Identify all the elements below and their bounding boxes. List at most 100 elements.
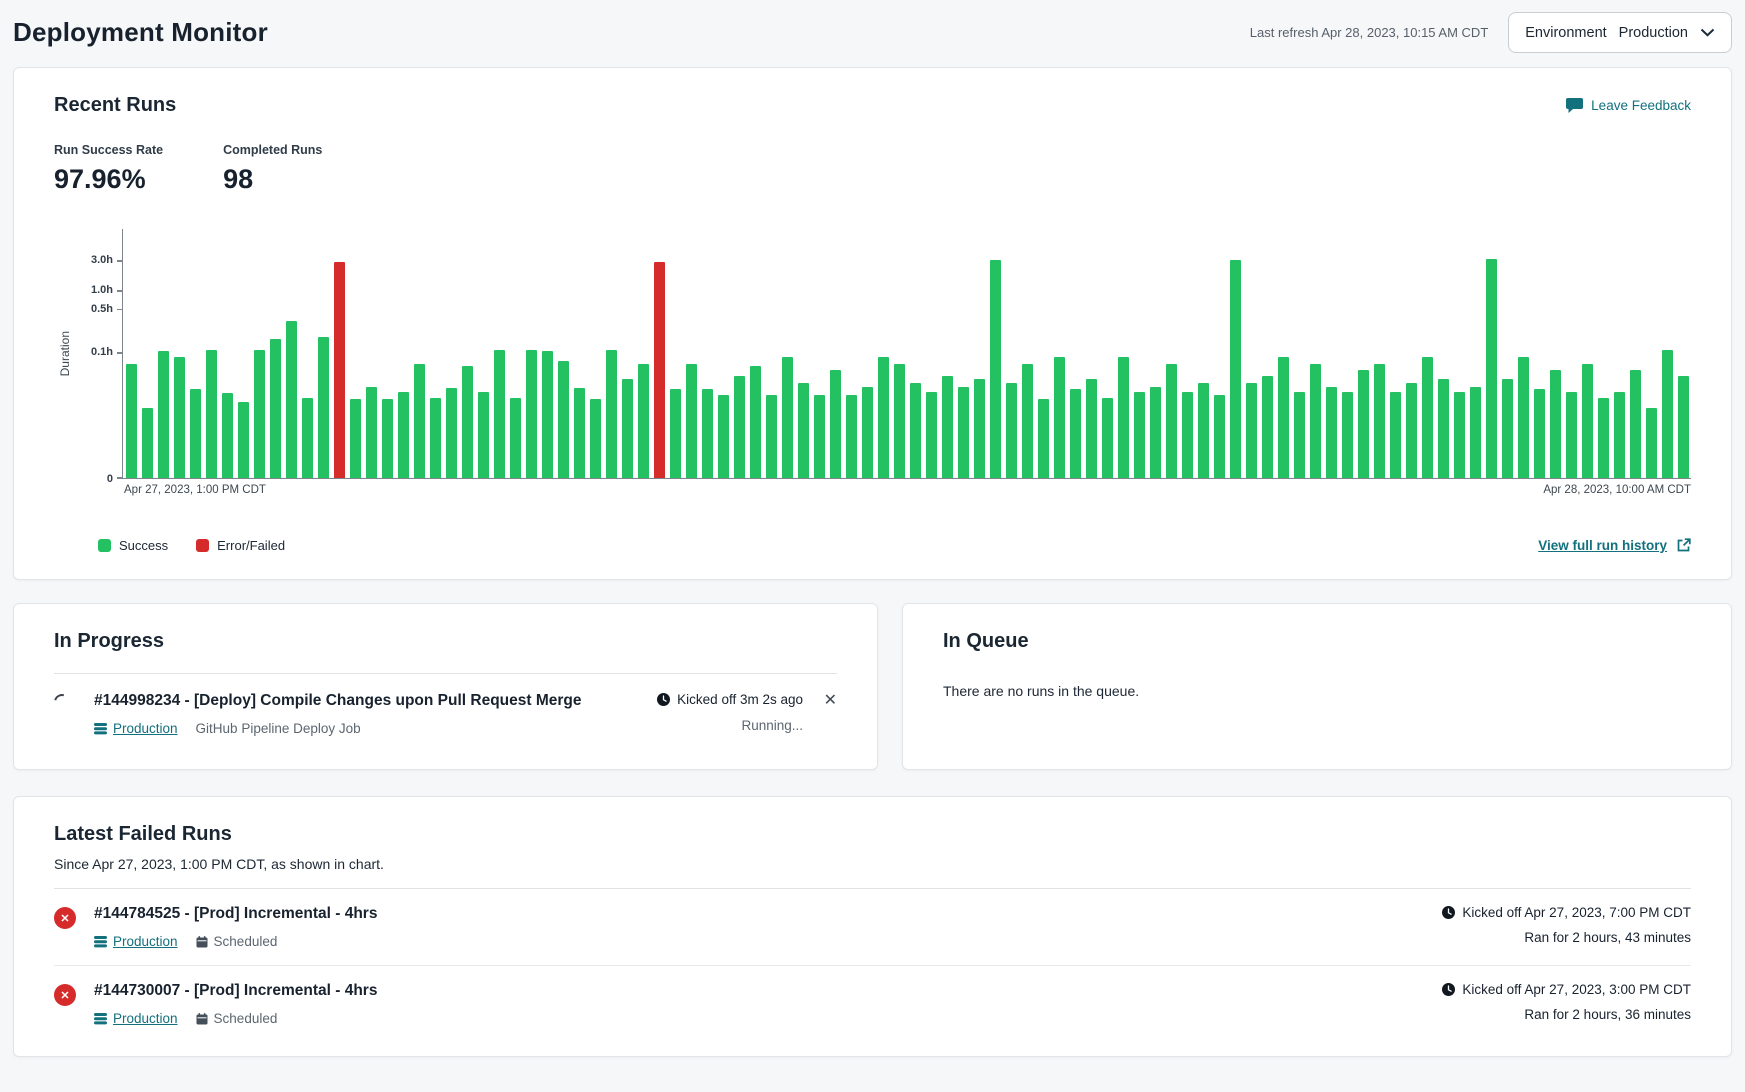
- chart-bar[interactable]: [1582, 364, 1593, 478]
- chart-bar[interactable]: [334, 262, 345, 478]
- chart-bar[interactable]: [190, 389, 201, 478]
- chart-bar[interactable]: [158, 351, 169, 478]
- chart-bar[interactable]: [302, 398, 313, 478]
- chart-bar[interactable]: [1358, 370, 1369, 478]
- chart-bar[interactable]: [814, 395, 825, 478]
- chart-bar[interactable]: [686, 364, 697, 478]
- chart-bar[interactable]: [894, 364, 905, 478]
- chart-bar[interactable]: [1390, 392, 1401, 478]
- chart-bar[interactable]: [718, 395, 729, 478]
- chart-bar[interactable]: [1054, 357, 1065, 478]
- chart-bar[interactable]: [974, 379, 985, 478]
- chart-bar[interactable]: [1118, 357, 1129, 478]
- chart-bar[interactable]: [1534, 389, 1545, 478]
- chart-bar[interactable]: [1662, 350, 1673, 478]
- chart-bar[interactable]: [1486, 259, 1497, 478]
- chart-bar[interactable]: [238, 402, 249, 478]
- chart-bar[interactable]: [398, 392, 409, 478]
- chart-bar[interactable]: [926, 392, 937, 478]
- chart-bar[interactable]: [766, 395, 777, 478]
- chart-bar[interactable]: [1406, 383, 1417, 478]
- chart-bar[interactable]: [1134, 392, 1145, 478]
- chart-bar[interactable]: [750, 366, 761, 478]
- chart-bar[interactable]: [990, 260, 1001, 478]
- chart-bar[interactable]: [1246, 383, 1257, 478]
- chart-bar[interactable]: [1326, 387, 1337, 478]
- chart-bar[interactable]: [1550, 370, 1561, 478]
- chart-bar[interactable]: [558, 361, 569, 478]
- chart-bar[interactable]: [510, 398, 521, 478]
- chart-bar[interactable]: [734, 376, 745, 478]
- chart-bar[interactable]: [606, 350, 617, 478]
- chart-bar[interactable]: [366, 387, 377, 478]
- chart-bar[interactable]: [414, 364, 425, 478]
- chart-bar[interactable]: [318, 337, 329, 478]
- chart-bar[interactable]: [1294, 392, 1305, 478]
- chart-bar[interactable]: [1566, 392, 1577, 478]
- chart-bar[interactable]: [862, 387, 873, 478]
- chart-bar[interactable]: [1454, 392, 1465, 478]
- chart-bar[interactable]: [1646, 408, 1657, 478]
- chart-bar[interactable]: [270, 339, 281, 478]
- chart-bar[interactable]: [654, 262, 665, 478]
- chart-bar[interactable]: [638, 364, 649, 478]
- chart-bar[interactable]: [702, 389, 713, 478]
- chart-bar[interactable]: [1278, 357, 1289, 478]
- chart-bar[interactable]: [462, 366, 473, 478]
- chart-bar[interactable]: [1614, 392, 1625, 478]
- chart-bar[interactable]: [1070, 389, 1081, 478]
- chart-bar[interactable]: [590, 399, 601, 478]
- chart-bar[interactable]: [1198, 383, 1209, 478]
- chart-bar[interactable]: [494, 350, 505, 478]
- chart-bar[interactable]: [1678, 376, 1689, 478]
- chart-bar[interactable]: [1630, 370, 1641, 478]
- chart-bar[interactable]: [526, 350, 537, 478]
- chart-bar[interactable]: [1342, 392, 1353, 478]
- environment-link[interactable]: Production: [113, 1011, 178, 1026]
- chart-bar[interactable]: [1310, 364, 1321, 478]
- chart-bar[interactable]: [1438, 379, 1449, 478]
- chart-bar[interactable]: [254, 350, 265, 478]
- environment-dropdown[interactable]: Environment Production: [1508, 12, 1732, 53]
- leave-feedback-link[interactable]: Leave Feedback: [1566, 98, 1691, 113]
- chart-bar[interactable]: [1470, 387, 1481, 478]
- chart-bar[interactable]: [942, 376, 953, 478]
- chart-bar[interactable]: [286, 321, 297, 478]
- chart-bar[interactable]: [142, 408, 153, 478]
- chart-bar[interactable]: [670, 389, 681, 478]
- chart-bar[interactable]: [206, 350, 217, 478]
- chart-bar[interactable]: [1422, 357, 1433, 478]
- chart-bar[interactable]: [574, 388, 585, 478]
- chart-bar[interactable]: [1502, 379, 1513, 478]
- chart-bar[interactable]: [846, 395, 857, 478]
- chart-bar[interactable]: [446, 388, 457, 478]
- chart-bar[interactable]: [782, 357, 793, 478]
- chart-bar[interactable]: [1150, 387, 1161, 478]
- chart-bar[interactable]: [430, 398, 441, 478]
- chart-bar[interactable]: [1006, 383, 1017, 478]
- chart-bar[interactable]: [126, 364, 137, 478]
- chart-bar[interactable]: [878, 357, 889, 478]
- chart-bar[interactable]: [958, 387, 969, 478]
- chart-bar[interactable]: [1214, 395, 1225, 478]
- chart-bar[interactable]: [1022, 364, 1033, 478]
- chart-bar[interactable]: [1374, 364, 1385, 478]
- chart-bar[interactable]: [478, 392, 489, 478]
- chart-bar[interactable]: [350, 399, 361, 478]
- environment-link[interactable]: Production: [113, 934, 178, 949]
- chart-bar[interactable]: [1230, 260, 1241, 478]
- chart-bar[interactable]: [1102, 398, 1113, 478]
- environment-link[interactable]: Production: [113, 721, 178, 736]
- chart-bar[interactable]: [382, 399, 393, 478]
- view-full-run-history-link[interactable]: View full run history: [1538, 538, 1691, 553]
- chart-bar[interactable]: [622, 379, 633, 478]
- chart-bar[interactable]: [1518, 357, 1529, 478]
- chart-bar[interactable]: [1038, 399, 1049, 478]
- chart-bar[interactable]: [1166, 364, 1177, 478]
- chart-bar[interactable]: [1182, 392, 1193, 478]
- chart-bar[interactable]: [830, 370, 841, 478]
- chart-bar[interactable]: [1086, 379, 1097, 478]
- chart-bar[interactable]: [542, 351, 553, 478]
- chart-bar[interactable]: [1262, 376, 1273, 478]
- chart-bar[interactable]: [1598, 398, 1609, 478]
